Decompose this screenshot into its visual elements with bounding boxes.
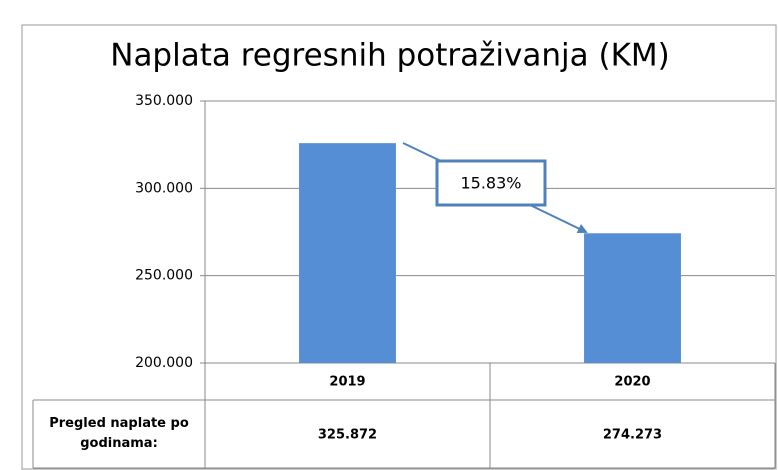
x-tick-label: 2020: [614, 375, 650, 390]
annotation-box: [435, 159, 547, 207]
bar: [299, 143, 396, 363]
y-tick-label: 200.000: [135, 355, 193, 371]
table-row-label: Pregled naplate po godinama:: [49, 416, 189, 451]
x-tick-label: 2019: [329, 375, 365, 390]
y-tick-label: 250.000: [135, 268, 193, 284]
chart-border: [21, 24, 777, 470]
arrow: [529, 204, 588, 234]
y-tick-label: 300.000: [135, 180, 193, 196]
y-tick-label: 350.000: [135, 93, 193, 109]
table-value: 325.872: [318, 428, 377, 443]
table-value: 274.273: [603, 428, 662, 443]
annotation: 15.83%: [460, 174, 521, 193]
bar: [584, 233, 681, 363]
chart-title: Naplata regresnih potraživanja (KM): [110, 38, 669, 74]
